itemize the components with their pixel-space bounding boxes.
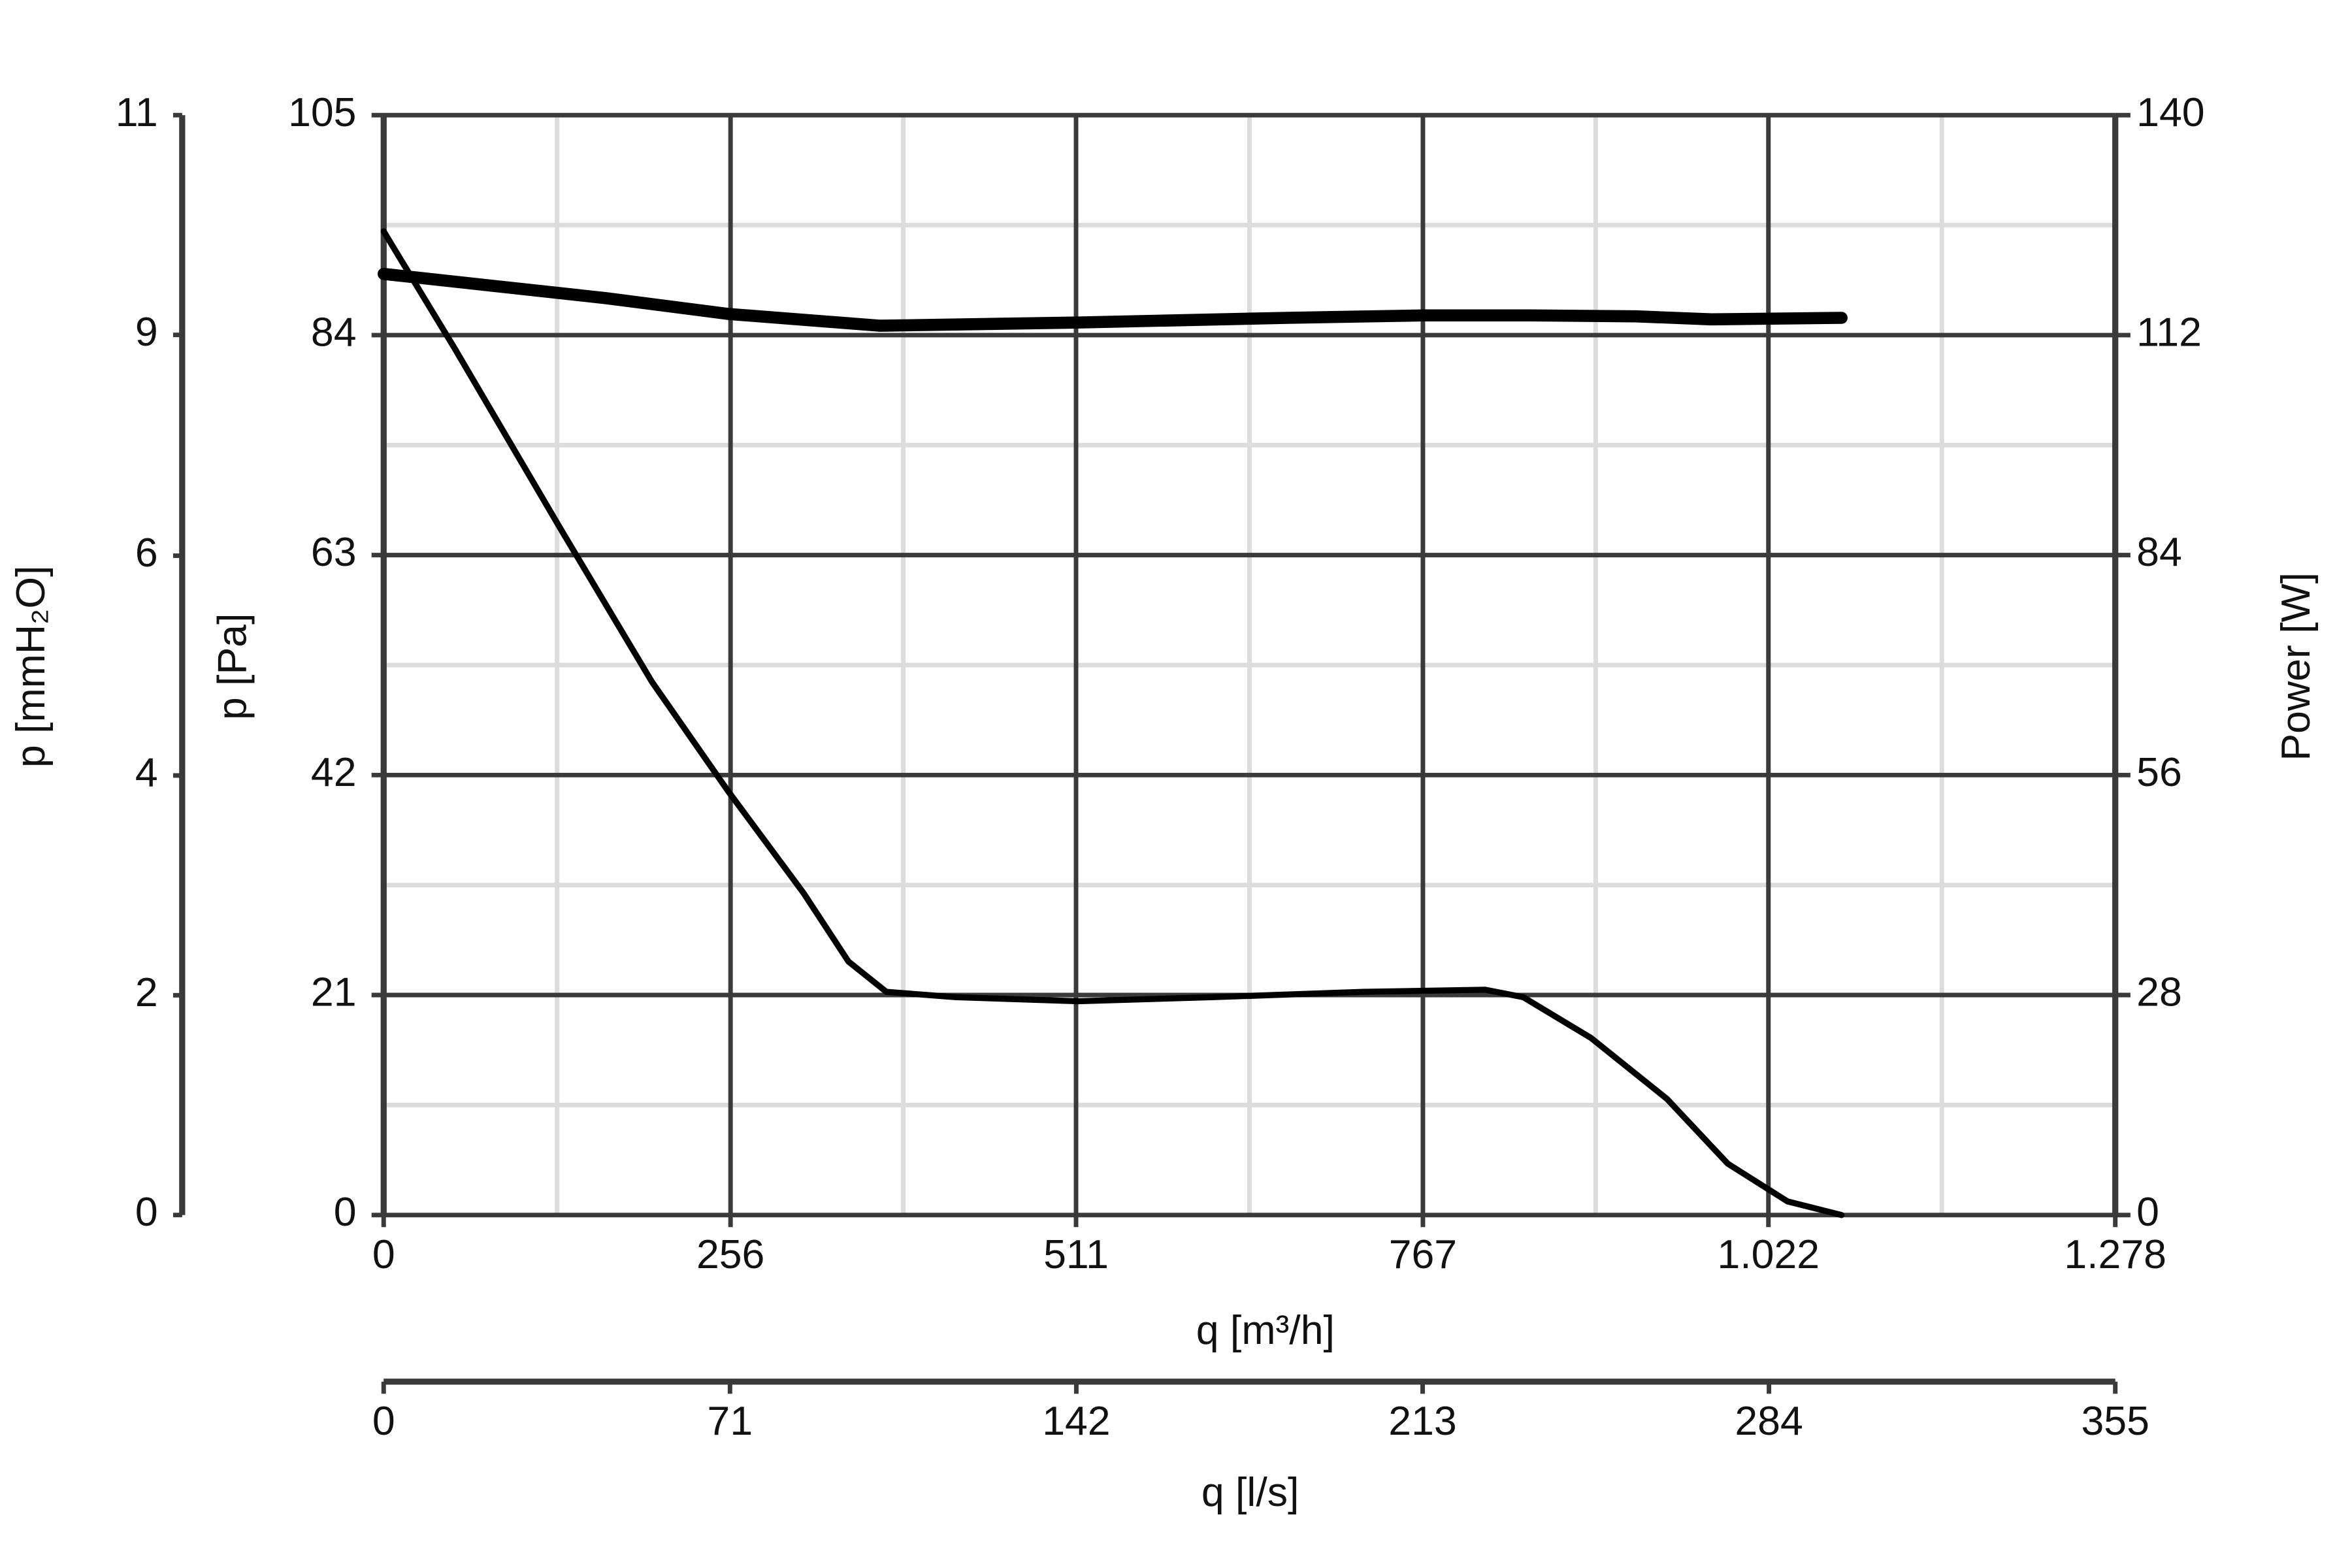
x2-tick-label: 71 — [708, 1398, 753, 1444]
y3-tick-label: 6 — [135, 530, 158, 576]
y-tick-label: 0 — [334, 1189, 357, 1235]
x-tick-label: 0 — [372, 1232, 395, 1277]
x-tick-label: 1.022 — [1717, 1232, 1820, 1277]
x2-tick-label: 284 — [1735, 1398, 1803, 1444]
y2-tick-label: 140 — [2136, 90, 2204, 135]
x-tick-label: 767 — [1389, 1232, 1457, 1277]
y-axis-label: p [Pa] — [210, 613, 255, 721]
y2-tick-label: 0 — [2136, 1189, 2159, 1235]
y3-axis-label: p [mmH₂O] — [8, 566, 54, 768]
x-tick-label: 256 — [696, 1232, 764, 1277]
x2-tick-label: 142 — [1042, 1398, 1110, 1444]
x-tick-label: 1.278 — [2064, 1232, 2166, 1277]
y-tick-label: 63 — [311, 529, 357, 575]
x2-axis-label: q [l/s] — [1201, 1469, 1299, 1515]
x-axis-label: q [m³/h] — [1196, 1307, 1335, 1353]
y3-tick-label: 2 — [135, 970, 158, 1015]
y-tick-label: 84 — [311, 309, 357, 355]
y2-axis-label: Power [W] — [2273, 572, 2319, 761]
y3-tick-label: 4 — [135, 749, 158, 795]
x2-tick-label: 213 — [1388, 1398, 1456, 1444]
x2-tick-label: 355 — [2081, 1398, 2149, 1444]
y3-tick-label: 11 — [116, 90, 158, 135]
y2-tick-label: 56 — [2136, 749, 2182, 795]
series-line — [380, 228, 1845, 1218]
y-tick-label: 21 — [311, 970, 357, 1015]
y3-tick-label: 0 — [135, 1189, 158, 1235]
y2-tick-label: 112 — [2136, 309, 2202, 355]
x2-tick-label: 0 — [372, 1398, 395, 1444]
y3-tick-label: 9 — [135, 309, 158, 355]
y2-tick-label: 84 — [2136, 529, 2182, 575]
y-tick-label: 105 — [288, 90, 356, 135]
y-tick-label: 42 — [311, 749, 357, 795]
series-line — [377, 267, 1848, 332]
x-tick-label: 511 — [1043, 1232, 1109, 1277]
y2-tick-label: 28 — [2136, 970, 2182, 1015]
